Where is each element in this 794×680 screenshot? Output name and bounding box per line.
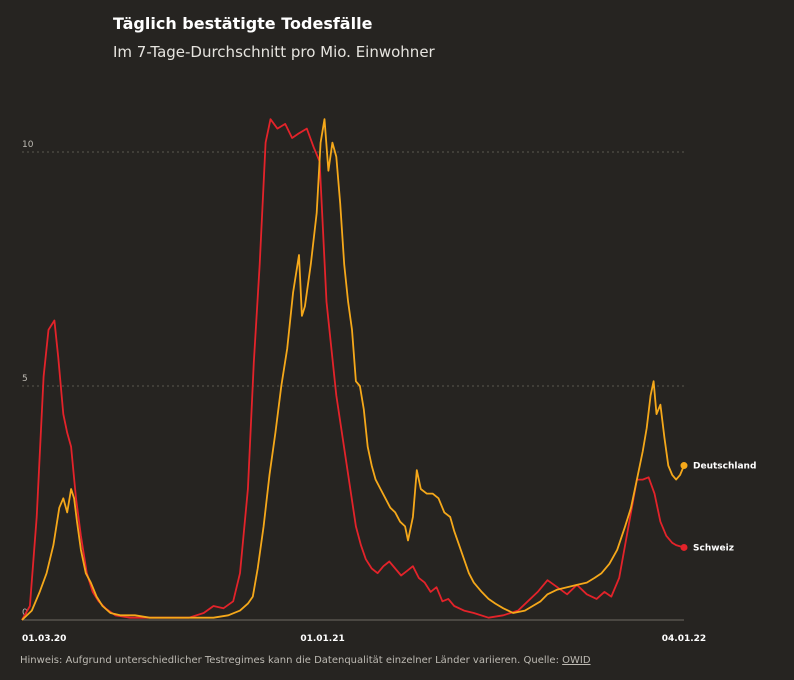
x-tick-label: 04.01.22 bbox=[662, 634, 706, 644]
chart-title: Täglich bestätigte Todesfälle bbox=[113, 14, 373, 33]
series-end-dot bbox=[680, 543, 688, 551]
series-line bbox=[21, 118, 685, 621]
series-end-dot bbox=[680, 462, 688, 470]
chart-subtitle: Im 7-Tage-Durchschnitt pro Mio. Einwohne… bbox=[113, 43, 435, 61]
y-tick-label: 10 bbox=[22, 140, 34, 150]
footnote-text: Hinweis: Aufgrund unterschiedlicher Test… bbox=[20, 655, 563, 666]
footnote: Hinweis: Aufgrund unterschiedlicher Test… bbox=[20, 655, 591, 666]
series-line bbox=[21, 118, 685, 621]
x-tick-label: 01.01.21 bbox=[300, 634, 344, 644]
series-label: Deutschland bbox=[693, 462, 756, 472]
source-link[interactable]: OWID bbox=[562, 655, 591, 666]
y-tick-label: 5 bbox=[22, 374, 28, 384]
series-label: Schweiz bbox=[693, 543, 734, 553]
x-tick-label: 01.03.20 bbox=[22, 634, 66, 644]
